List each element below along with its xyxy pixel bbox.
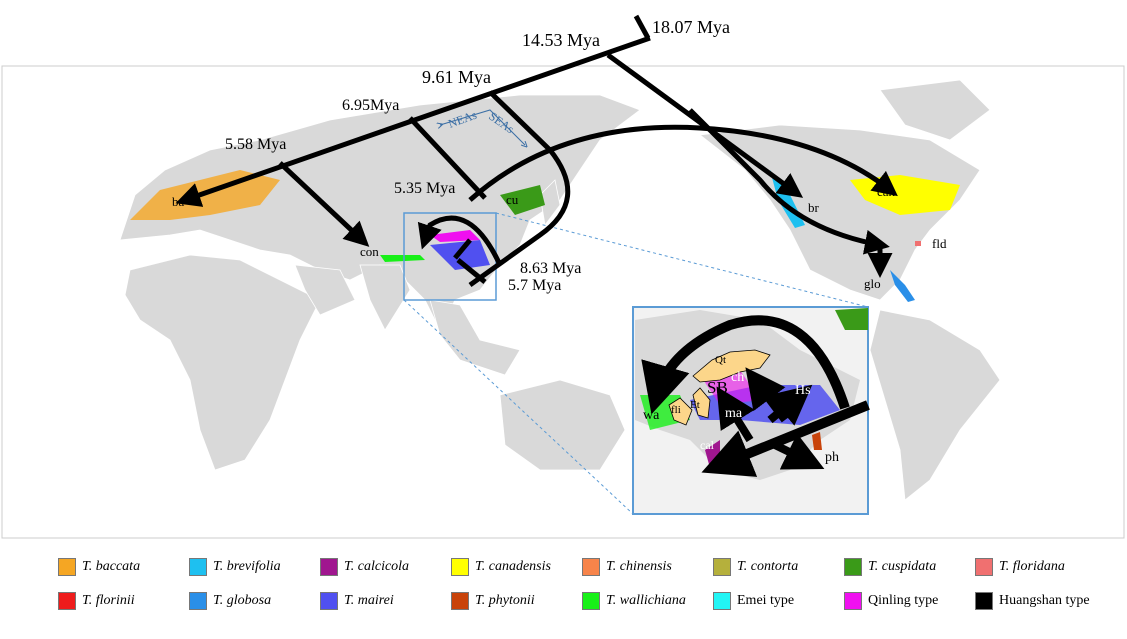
legend-label: T. phytonii [475,593,535,608]
divergence-arrows [175,14,898,288]
legend-label: T. brevifolia [213,559,281,574]
legend-swatch [189,592,207,610]
legend-swatch [975,592,993,610]
arabia [294,264,356,316]
legend-swatch [189,558,207,576]
time-label: 8.63 Mya [520,260,581,277]
legend-label: Huangshan type [999,593,1090,608]
inset-label: Qt [715,354,726,366]
legend-swatch [713,592,731,610]
legend-swatch [58,592,76,610]
inset-label: wa [643,408,660,423]
south-america [869,309,1001,501]
india [359,264,411,331]
legend-swatch [844,592,862,610]
inset-label: ph [825,450,839,465]
inset-map: Qt ch SB Hs wa fli Et ma cal ph [632,306,870,515]
legend-label: T. wallichiana [606,593,686,608]
southeast-asia [429,299,521,376]
legend-item: T. canadensis [451,558,582,576]
legend-item: T. wallichiana [582,592,713,610]
legend-item: T. chinensis [582,558,713,576]
legend-item: T. phytonii [451,592,582,610]
legend-item: T. globosa [189,592,320,610]
legend-label: T. baccata [82,559,141,574]
legend-swatch [582,592,600,610]
legend-label: T. chinensis [606,559,672,574]
inset-label: Et [690,399,700,411]
lineage-label: glo [864,276,881,291]
legend-label: T. mairei [344,593,394,608]
inset-label: fli [671,404,681,416]
legend-item: Qinling type [844,592,975,610]
legend-item: T. cuspidata [844,558,975,576]
legend-label: T. canadensis [475,559,551,574]
greenland [879,79,991,141]
legend-item: T. florinii [58,592,189,610]
legend-item: T. mairei [320,592,451,610]
legend-swatch [451,558,469,576]
legend-item: T. contorta [713,558,844,576]
legend-label: T. floridana [999,559,1065,574]
legend-item: T. floridana [975,558,1106,576]
legend-swatch [844,558,862,576]
legend-label: T. contorta [737,559,799,574]
time-label: 9.61 Mya [422,67,491,87]
legend-item: T. baccata [58,558,189,576]
legend-swatch [58,558,76,576]
time-label: 14.53 Mya [522,30,600,50]
australia [499,379,626,471]
north-america [698,124,981,301]
legend-item: T. brevifolia [189,558,320,576]
neas-seas-arrows [440,109,525,145]
lineage-label: ba [172,194,185,209]
time-label: 18.07 Mya [652,17,730,37]
time-label: 6.95Mya [342,97,399,114]
africa [124,254,321,471]
legend-label: T. globosa [213,593,272,608]
legend-swatch [975,558,993,576]
lineage-label: con [360,244,379,259]
legend: T. baccata T. brevifolia T. calcicola T. ca… [58,558,1118,610]
inset-label: Hs [795,383,811,398]
time-label: 5.58 Mya [225,136,286,153]
legend-item: Huangshan type [975,592,1106,610]
inset-label: ma [725,406,743,421]
legend-swatch [451,592,469,610]
lineage-label: fld [932,236,947,251]
inset-label: ch [731,370,744,385]
inset-label: SB [707,378,728,397]
legend-swatch [320,558,338,576]
legend-label: T. florinii [82,593,135,608]
legend-label: Qinling type [868,593,939,608]
legend-label: T. cuspidata [868,559,937,574]
time-label: 5.35 Mya [394,180,455,197]
divergence-time-labels: 18.07 Mya 14.53 Mya 9.61 Mya 6.95Mya 5.5… [225,17,730,294]
lineage-label: br [808,200,820,215]
legend-label: Emei type [737,593,795,608]
time-label: 5.7 Mya [508,277,561,294]
legend-swatch [320,592,338,610]
japan [539,179,561,226]
land-masses [119,79,1001,501]
legend-swatch [582,558,600,576]
legend-item: Emei type [713,592,844,610]
inset-label: cal [700,438,715,452]
lineage-label: cu [506,192,519,207]
legend-label: T. calcicola [344,559,410,574]
lineage-label: can [877,184,896,199]
legend-swatch [713,558,731,576]
legend-item: T. calcicola [320,558,451,576]
